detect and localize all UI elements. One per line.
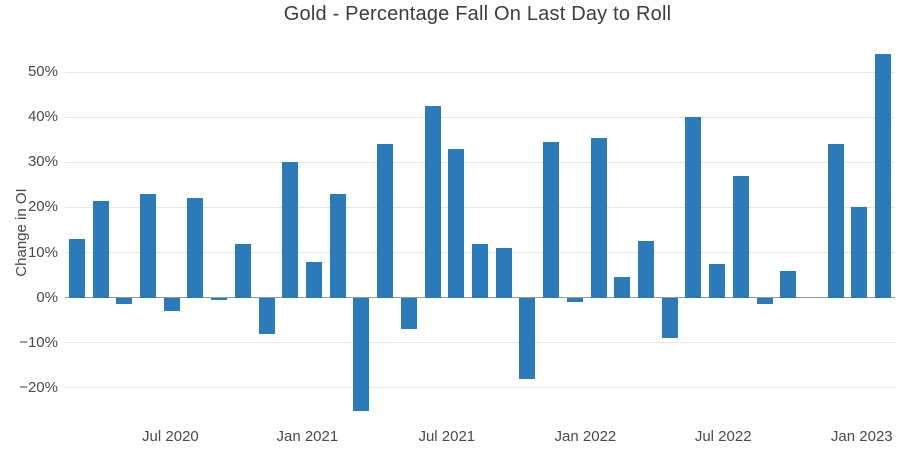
bar[interactable] (258, 297, 275, 334)
bar[interactable] (851, 207, 868, 298)
y-tick-label: −10% (19, 333, 58, 351)
bar[interactable] (661, 297, 678, 339)
gridline (65, 206, 895, 208)
bar[interactable] (140, 193, 156, 298)
y-tick-label: 40% (27, 108, 58, 126)
bar[interactable] (211, 297, 228, 300)
bar[interactable] (187, 198, 204, 298)
bar[interactable] (495, 248, 512, 298)
x-tick-label: Jan 2021 (276, 428, 339, 445)
gridline (65, 387, 895, 389)
bar[interactable] (756, 297, 773, 305)
bar[interactable] (68, 239, 85, 298)
gridline (65, 161, 895, 163)
bar[interactable] (424, 105, 441, 298)
y-tick-label: 30% (27, 153, 58, 171)
x-tick-label: Jan 2022 (554, 428, 617, 445)
bar[interactable] (448, 148, 465, 298)
zero-gridline (65, 297, 895, 299)
bar[interactable] (472, 243, 488, 298)
y-tick-label: 20% (27, 198, 58, 216)
bar[interactable] (566, 297, 583, 303)
bar[interactable] (400, 297, 417, 330)
bar[interactable] (353, 297, 370, 411)
bar[interactable] (685, 117, 702, 298)
bar[interactable] (116, 297, 133, 305)
x-tick-label: Jul 2020 (142, 428, 199, 445)
gridline (65, 342, 895, 344)
bar[interactable] (638, 241, 654, 298)
bar[interactable] (614, 277, 631, 298)
y-tick-label: 0% (36, 288, 58, 306)
y-axis-title: Change in OI (13, 188, 30, 277)
bar[interactable] (234, 243, 251, 298)
bar[interactable] (519, 297, 536, 379)
y-tick-label: 10% (27, 243, 58, 261)
chart-title: Gold - Percentage Fall On Last Day to Ro… (283, 3, 672, 25)
gridline (65, 116, 895, 118)
bar[interactable] (306, 261, 322, 298)
plot-area[interactable] (65, 45, 895, 420)
y-tick-label: −20% (19, 378, 58, 396)
bar[interactable] (282, 162, 299, 298)
y-tick-label: 50% (27, 63, 58, 81)
bar[interactable] (709, 263, 726, 298)
x-tick-label: Jul 2021 (418, 428, 476, 445)
bar[interactable] (543, 142, 560, 298)
x-tick-label: Jul 2022 (694, 428, 752, 445)
bar[interactable] (329, 193, 346, 298)
bar[interactable] (780, 270, 797, 298)
bar[interactable] (875, 54, 892, 298)
bar[interactable] (163, 297, 180, 312)
x-tick-label: Jan 2023 (830, 428, 893, 445)
bar[interactable] (732, 175, 749, 298)
bar[interactable] (827, 144, 844, 298)
gridline (65, 71, 895, 73)
bar[interactable] (92, 200, 109, 298)
bar[interactable] (590, 137, 607, 298)
bar[interactable] (377, 144, 394, 298)
